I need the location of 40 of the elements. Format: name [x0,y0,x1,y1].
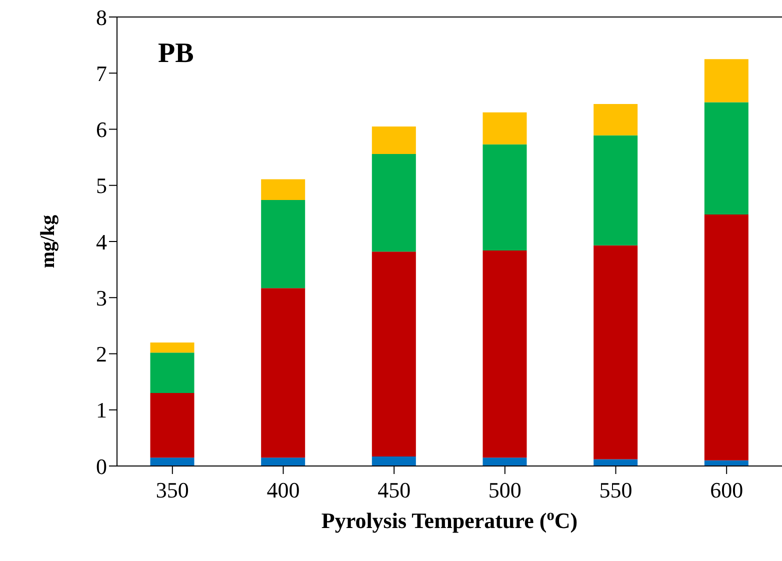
y-tick-label: 3 [96,285,107,310]
bar [261,200,306,288]
y-tick-label: 2 [96,342,107,367]
bar [482,112,527,144]
y-tick-label: 7 [96,60,107,86]
y-axis-title: mg/kg [37,214,59,268]
x-tick-label: 450 [378,478,411,503]
bar [372,154,416,252]
bar [594,135,638,246]
y-tick-label: 5 [96,173,107,198]
bar [372,126,416,154]
bar [704,102,748,215]
bar [372,252,416,456]
bar [150,352,194,394]
bar [261,458,306,466]
y-tick-label: 6 [96,117,107,142]
bar [482,144,527,250]
x-axis-title: Pyrolysis Temperature ($^{o}$C) [321,506,578,533]
x-tick-label: 600 [710,478,744,503]
y-tick-label: 0 [96,454,107,479]
y-tick-label: 4 [96,229,107,254]
y-tick-label: 1 [96,398,107,423]
annotation: PB [158,38,194,70]
y-tick-label: 8 [96,4,107,30]
bar [150,458,194,466]
bar [594,245,638,460]
bar [150,393,194,458]
bar [261,179,306,200]
bar [482,458,527,466]
bar [704,59,748,102]
bar [704,214,748,460]
bar [372,456,416,466]
bar [594,104,638,136]
bar [482,250,527,458]
x-tick-label: 500 [488,478,522,503]
x-tick-label: 350 [156,478,189,503]
x-tick-label: 550 [599,478,632,503]
x-tick-label: 400 [266,478,300,503]
bar [150,342,194,353]
bar [261,288,306,458]
